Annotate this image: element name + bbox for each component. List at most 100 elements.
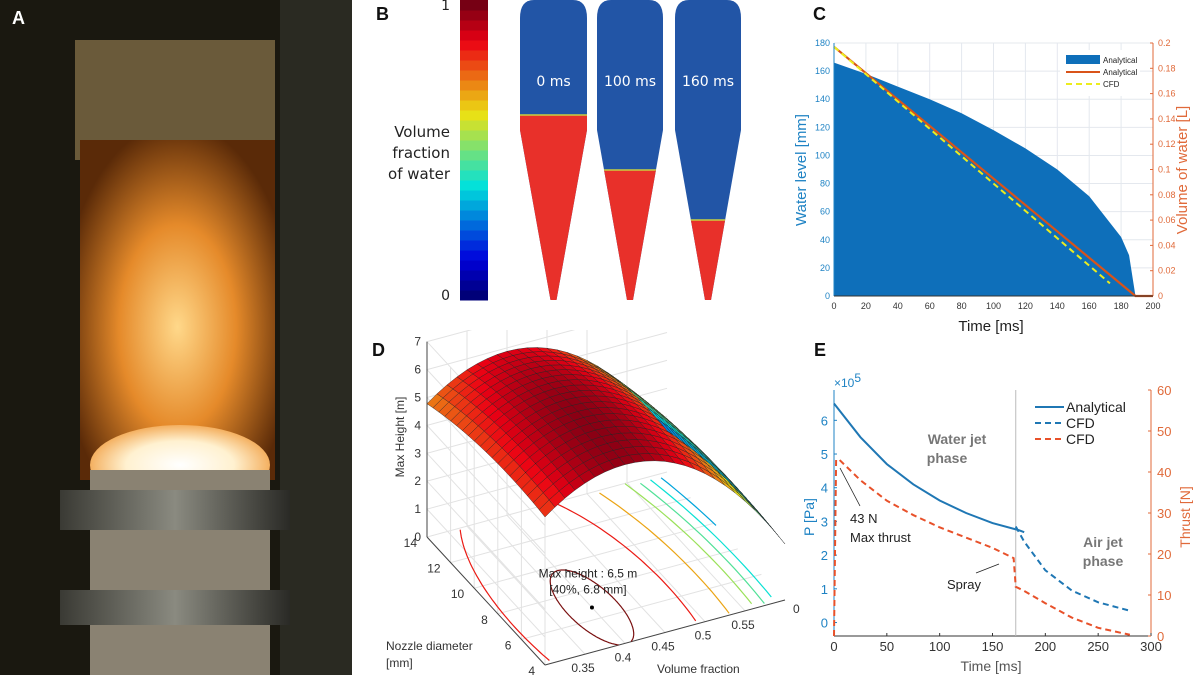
- z-tick-label: 2: [414, 474, 421, 488]
- y-tick-label: 4: [528, 664, 535, 675]
- y2-tick-label: 0.18: [1158, 63, 1176, 73]
- x-tick-label: 50: [880, 639, 894, 654]
- colorbar-segment: [460, 30, 488, 41]
- y2-tick-label: 0.06: [1158, 215, 1176, 225]
- legend-label: Analytical: [1103, 68, 1137, 77]
- multiplier-base: ×10: [834, 376, 855, 390]
- colorbar-segment: [460, 50, 488, 61]
- colorbar-segment: [460, 110, 488, 121]
- x-tick-label: 150: [982, 639, 1004, 654]
- contour-line: [640, 482, 765, 604]
- y-tick-label: 20: [820, 263, 830, 273]
- water-region: [520, 115, 587, 300]
- y2-tick-label: 0.14: [1158, 114, 1176, 124]
- colorbar-segment: [460, 100, 488, 111]
- colorbar-segment: [460, 170, 488, 181]
- y2-axis-label: Thrust [N]: [1177, 486, 1193, 547]
- y-tick-label: 6: [505, 638, 512, 652]
- y2-tick-label: 40: [1157, 465, 1171, 480]
- water-phase-label: Water jet: [928, 431, 987, 447]
- max-thrust-annotation: 43 N: [850, 511, 877, 526]
- y-tick-label: 120: [815, 122, 830, 132]
- tank: [675, 0, 741, 300]
- x-tick-label: 80: [957, 301, 967, 311]
- y-multiplier: ×105: [834, 371, 861, 390]
- y2-tick-label: 20: [1157, 547, 1171, 562]
- optimum-annotation: Max height : 6.5 m: [539, 566, 638, 580]
- y2-tick-label: 50: [1157, 424, 1171, 439]
- z-tick-label: 6: [414, 363, 421, 377]
- y2-tick-label: 0.2: [1158, 38, 1171, 48]
- contour-line: [549, 569, 635, 646]
- colorbar-segment: [460, 0, 488, 11]
- water-region: [597, 170, 663, 300]
- water-level-chart: Time [ms] Water level [mm] Volume of wat…: [793, 38, 1191, 335]
- z-tick-label: 0: [414, 530, 421, 544]
- x-tick-label: 40: [893, 301, 903, 311]
- x-tick-label: 0: [831, 301, 836, 311]
- z-tick-label: 7: [414, 335, 421, 349]
- water-phase-label: phase: [927, 450, 968, 466]
- colorbar-label-line: fraction: [392, 144, 450, 162]
- max-thrust-pointer: [839, 467, 861, 507]
- air-phase-label: phase: [1083, 553, 1124, 569]
- series-line-0: [833, 402, 1025, 534]
- x-tick-label: 0.4: [615, 650, 632, 664]
- legend-label: Analytical: [1103, 56, 1137, 65]
- y2-tick-label: 0.04: [1158, 240, 1176, 250]
- legend-label: CFD: [1103, 80, 1120, 89]
- y-tick-label: 2: [821, 548, 828, 563]
- colorbar: [460, 0, 488, 301]
- optimum-point: [589, 605, 594, 610]
- y-tick-label: 14: [404, 536, 418, 550]
- y-tick-label: 180: [815, 38, 830, 48]
- legend-label: CFD: [1066, 431, 1095, 447]
- colorbar-segment: [460, 210, 488, 221]
- contour-line: [599, 492, 730, 614]
- z-axis-label: Max Height [m]: [393, 397, 407, 478]
- y-tick-label: 100: [815, 150, 830, 160]
- y2-tick-label: 10: [1157, 588, 1171, 603]
- legend-label: CFD: [1066, 415, 1095, 431]
- y-tick-label: 6: [821, 413, 828, 428]
- tank: [597, 0, 663, 300]
- grid-line: [626, 330, 746, 612]
- colorbar-segment: [460, 180, 488, 191]
- colorbar-segment: [460, 240, 488, 251]
- colorbar-segment: [460, 150, 488, 161]
- colorbar-segment: [460, 260, 488, 271]
- snapshot-label: 160 ms: [681, 74, 735, 90]
- extra-tick: 0: [793, 602, 800, 616]
- x-tick-label: 300: [1140, 639, 1162, 654]
- x-tick-label: 60: [925, 301, 935, 311]
- snapshot-label: 100 ms: [603, 74, 657, 90]
- panel-label-e: E: [814, 340, 827, 360]
- colorbar-label-line: Volume: [394, 123, 450, 141]
- y-tick-label: 140: [815, 94, 830, 104]
- x-tick-label: 160: [1082, 301, 1097, 311]
- y-tick-label: 4: [821, 481, 828, 496]
- contour-line: [624, 483, 753, 605]
- x-axis-label: Time [ms]: [961, 658, 1022, 674]
- colorbar-segment: [460, 120, 488, 131]
- max-height-surface-chart: Max Height [m] Nozzle diameter [mm] Volu…: [386, 330, 800, 675]
- y-axis-label: Nozzle diameter: [386, 639, 473, 653]
- y-tick-label: 5: [821, 447, 828, 462]
- legend-swatch: [1066, 55, 1100, 64]
- colorbar-segment: [460, 10, 488, 21]
- y-axis-label: Water level [mm]: [793, 114, 810, 226]
- y2-tick-label: 0.12: [1158, 139, 1176, 149]
- x-tick-label: 180: [1114, 301, 1129, 311]
- x-tick-label: 0: [830, 639, 837, 654]
- colorbar-segment: [460, 90, 488, 101]
- y-tick-label: 80: [820, 179, 830, 189]
- z-tick-label: 5: [414, 391, 421, 405]
- y-tick-label: 12: [427, 562, 441, 576]
- x-tick-label: 200: [1034, 639, 1056, 654]
- colorbar-segment: [460, 250, 488, 261]
- colorbar-segment: [460, 280, 488, 291]
- contour-line: [459, 503, 697, 661]
- colorbar-label-line: of water: [388, 165, 450, 183]
- x-axis: [544, 599, 786, 666]
- x-tick-label: 0.35: [571, 661, 595, 675]
